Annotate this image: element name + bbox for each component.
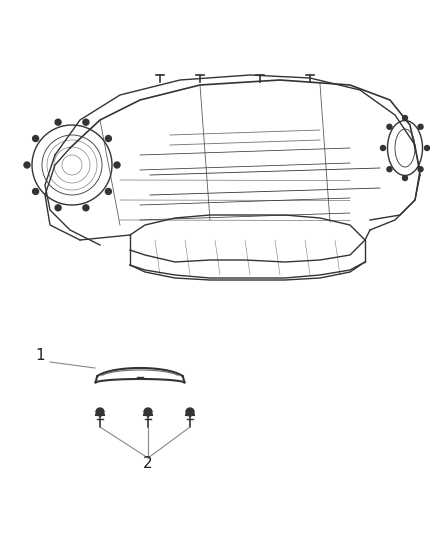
Circle shape bbox=[144, 408, 152, 416]
Text: 1: 1 bbox=[35, 348, 45, 363]
Circle shape bbox=[186, 408, 194, 416]
Circle shape bbox=[403, 116, 407, 120]
Circle shape bbox=[387, 124, 392, 130]
Circle shape bbox=[24, 162, 30, 168]
Circle shape bbox=[106, 135, 111, 142]
Circle shape bbox=[106, 189, 111, 195]
Circle shape bbox=[83, 205, 89, 211]
Circle shape bbox=[114, 162, 120, 168]
Circle shape bbox=[418, 124, 423, 130]
Text: 2: 2 bbox=[143, 456, 153, 471]
Circle shape bbox=[32, 189, 39, 195]
Circle shape bbox=[387, 167, 392, 172]
Circle shape bbox=[424, 146, 430, 150]
Circle shape bbox=[403, 175, 407, 181]
Circle shape bbox=[96, 408, 104, 416]
Circle shape bbox=[381, 146, 385, 150]
Circle shape bbox=[55, 205, 61, 211]
Circle shape bbox=[418, 167, 423, 172]
Circle shape bbox=[32, 135, 39, 142]
Circle shape bbox=[83, 119, 89, 125]
Circle shape bbox=[55, 119, 61, 125]
